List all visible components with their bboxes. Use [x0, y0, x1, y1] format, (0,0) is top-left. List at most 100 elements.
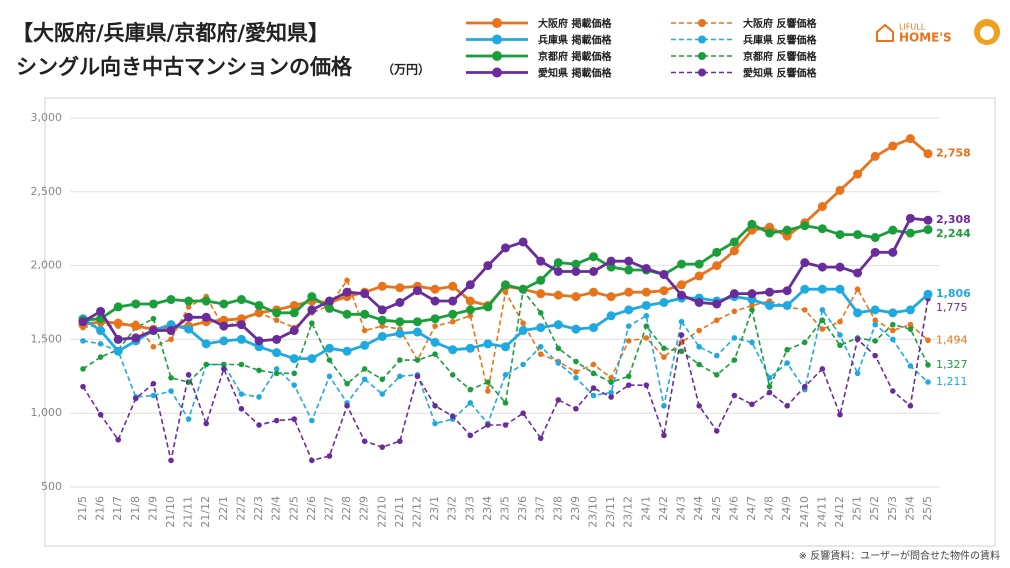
data-point	[361, 366, 368, 372]
x-tick-label: 24/12	[833, 496, 846, 528]
data-point	[185, 304, 192, 310]
data-point	[817, 284, 827, 294]
data-point	[448, 281, 458, 291]
data-point	[712, 299, 722, 309]
x-tick-label: 24/5	[710, 496, 723, 521]
value-label: 1,494	[936, 333, 968, 346]
x-tick-label: 23/12	[622, 496, 635, 528]
data-point	[747, 289, 757, 299]
data-point	[150, 380, 157, 387]
data-point	[889, 321, 896, 328]
data-point	[766, 383, 773, 390]
data-point	[643, 335, 650, 341]
data-point	[361, 327, 368, 334]
data-point	[784, 360, 790, 366]
data-point	[641, 264, 651, 274]
data-point	[361, 438, 368, 445]
data-point	[835, 284, 845, 294]
data-point	[590, 370, 597, 377]
data-point	[888, 247, 898, 257]
data-point	[606, 292, 616, 302]
data-point	[853, 169, 863, 179]
data-point	[659, 269, 669, 279]
data-point	[659, 298, 669, 307]
data-point	[344, 380, 350, 387]
data-point	[817, 224, 827, 234]
data-point	[430, 314, 440, 324]
data-point	[696, 327, 702, 334]
x-tick-label: 23/2	[446, 496, 459, 521]
data-point	[309, 417, 315, 424]
data-point	[923, 215, 933, 225]
x-tick-label: 22/9	[358, 496, 371, 521]
data-point	[148, 299, 158, 309]
x-tick-label: 22/6	[305, 496, 318, 521]
x-tick-label: 23/10	[587, 496, 600, 528]
data-point	[379, 444, 386, 450]
legend-label: 京都府 反響価格	[743, 50, 817, 63]
data-point	[97, 341, 104, 347]
data-point	[326, 453, 333, 459]
data-point	[624, 305, 634, 315]
data-point	[448, 345, 458, 355]
x-tick-label: 24/7	[745, 496, 758, 521]
unit-label: （万円）	[382, 62, 430, 77]
data-point	[571, 324, 581, 334]
data-point	[449, 413, 456, 419]
data-point	[553, 320, 563, 330]
data-point	[344, 277, 350, 284]
x-tick-label: 24/4	[692, 496, 705, 521]
data-point	[219, 321, 229, 331]
data-point	[377, 281, 387, 291]
data-point	[589, 323, 599, 333]
data-point	[465, 296, 475, 306]
footnote: ※ 反響賃料：ユーザーが問合せた物件の賃料	[799, 549, 1000, 562]
data-point	[379, 323, 386, 329]
data-point	[537, 310, 544, 316]
data-point	[905, 305, 915, 315]
data-point	[749, 401, 755, 408]
data-point	[254, 308, 264, 318]
data-point	[571, 292, 581, 302]
data-point	[342, 309, 352, 319]
data-point	[168, 388, 174, 394]
data-point	[643, 323, 650, 329]
data-point	[377, 315, 387, 325]
x-tick-label: 21/5	[76, 496, 89, 521]
plot-frame	[44, 97, 996, 547]
data-point	[448, 296, 458, 306]
data-point	[467, 386, 474, 393]
data-point	[324, 343, 334, 353]
data-point	[150, 315, 157, 322]
data-point	[606, 311, 616, 321]
data-point	[555, 345, 562, 352]
data-point	[571, 267, 581, 277]
series-line	[82, 222, 929, 324]
data-point	[360, 289, 370, 299]
data-point	[185, 416, 192, 422]
data-point	[677, 290, 687, 300]
data-point	[97, 354, 104, 360]
value-label: 1,211	[936, 375, 968, 388]
data-point	[625, 373, 632, 380]
data-point	[590, 392, 597, 399]
data-point	[432, 403, 438, 409]
data-point	[379, 376, 386, 383]
x-tick-label: 23/9	[569, 496, 582, 521]
data-point	[520, 361, 526, 368]
data-point	[78, 317, 88, 327]
data-point	[254, 336, 264, 346]
data-point	[289, 326, 299, 336]
data-point	[467, 400, 474, 406]
data-point	[289, 300, 299, 310]
x-tick-label: 22/4	[270, 496, 283, 521]
data-point	[309, 320, 315, 326]
data-point	[925, 379, 931, 385]
x-tick-label: 24/6	[727, 496, 740, 521]
data-point	[291, 416, 298, 422]
data-point	[835, 262, 845, 272]
data-point	[324, 296, 334, 306]
data-point	[273, 370, 280, 377]
data-point	[501, 243, 510, 253]
